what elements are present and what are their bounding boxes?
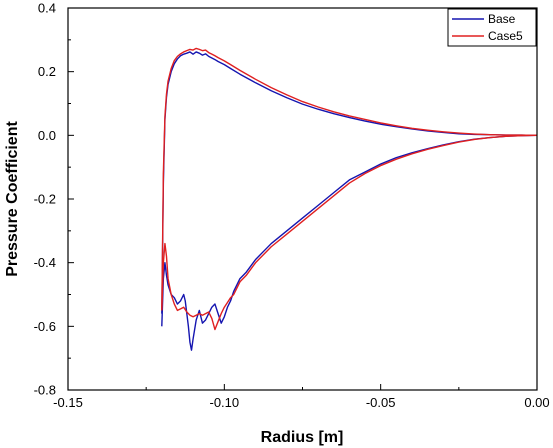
y-tick-label: -0.6 (34, 319, 56, 334)
legend-box (447, 8, 537, 47)
series-line-case5-upper (161, 47, 537, 311)
y-tick-label: -0.8 (34, 383, 56, 398)
legend-label-case5: Case5 (488, 29, 523, 43)
plot-frame (67, 7, 538, 391)
x-tick-label: -0.10 (210, 395, 240, 410)
y-tick-label: 0.0 (38, 128, 56, 143)
legend-label-base: Base (488, 12, 516, 26)
x-axis-title: Radius [m] (261, 429, 344, 446)
y-tick-label: -0.2 (34, 192, 56, 207)
series-layer (161, 47, 538, 351)
y-tick-label: -0.4 (34, 255, 56, 270)
y-tick-label: 0.2 (38, 64, 56, 79)
x-tick-label: -0.05 (366, 395, 396, 410)
series-line-base-lower (161, 134, 538, 351)
series-line-case5-lower (161, 134, 538, 331)
axis-tick-labels: -0.15 -0.10 -0.05 0.00 -0.8 -0.6 -0.4 -0.2 0.0 0.… (34, 1, 550, 411)
y-axis-title: Pressure Coefficient (4, 121, 21, 277)
axis-ticks (67, 7, 538, 391)
y-tick-label: 0.4 (38, 1, 56, 16)
x-tick-label: 0.00 (524, 395, 549, 410)
x-tick-label: -0.15 (53, 395, 83, 410)
legend: Base Case5 (447, 8, 537, 47)
